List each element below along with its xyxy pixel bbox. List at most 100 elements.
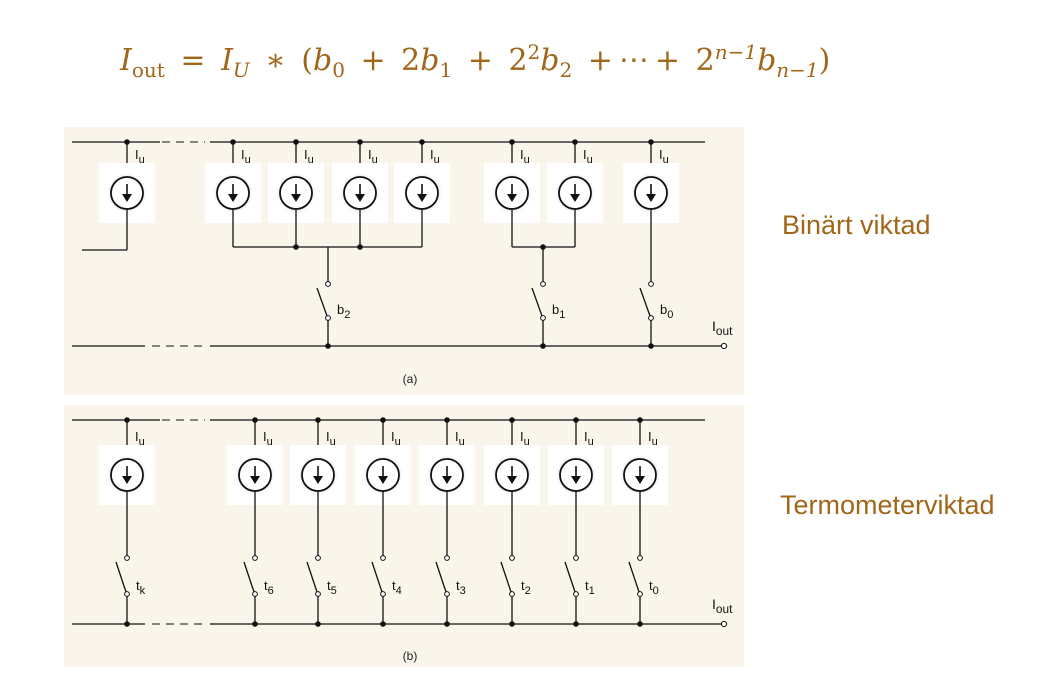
- switch-label: b1: [552, 302, 565, 321]
- source-label: Iu: [368, 147, 378, 166]
- junction-dot: [573, 621, 579, 627]
- caption-a: (a): [403, 372, 418, 386]
- junction-dot: [252, 621, 258, 627]
- arrow-down-icon: [646, 194, 656, 202]
- source-label: Iu: [430, 147, 440, 166]
- arrow-down-icon: [507, 476, 517, 484]
- arrow-down-icon: [228, 194, 238, 202]
- switch-label: t6: [264, 578, 274, 597]
- source-label: Iu: [304, 147, 314, 166]
- binary-weighted-circuit: Iout Iu Iu Iu Iu Iu b2 Iu Iu b1 Iu b0: [72, 139, 733, 350]
- switch-contact: [325, 315, 331, 321]
- switch-contact: [540, 281, 546, 287]
- output-terminal: [720, 620, 728, 628]
- source-label: Iu: [326, 429, 336, 448]
- junction-dot: [124, 621, 130, 627]
- switch-blade: [115, 561, 127, 593]
- switch-blade: [639, 287, 651, 317]
- junction-dot: [444, 621, 450, 627]
- switch-contact: [648, 315, 654, 321]
- junction-dot: [293, 244, 299, 250]
- switch-contact: [573, 591, 579, 597]
- arrow-down-icon: [355, 194, 365, 202]
- arrow-down-icon: [122, 476, 132, 484]
- source-label: Iu: [455, 429, 465, 448]
- arrow-down-icon: [313, 476, 323, 484]
- switch-contact: [252, 555, 258, 561]
- formula: Iout = IU ∗ (b0 + 2b1 + 22b2 + ⋯ + 2n−1bn−…: [120, 40, 831, 82]
- switch-contact: [637, 591, 643, 597]
- switch-contact: [380, 555, 386, 561]
- arrow-down-icon: [442, 476, 452, 484]
- switch-contact: [509, 555, 515, 561]
- switch-blade: [306, 561, 318, 593]
- output-terminal: [720, 342, 728, 350]
- junction-dot: [325, 343, 331, 349]
- panel-b: [64, 405, 744, 667]
- switch-blade: [628, 561, 640, 593]
- thermometer-weighted-label: Termometerviktad: [780, 490, 995, 520]
- thermometer-weighted-circuit: Iout Iu tk Iu t6 Iu t5 Iu t4 Iu t3 Iu t2 Iu t1 Iu t0: [72, 417, 733, 628]
- switch-label: b2: [337, 302, 350, 321]
- source-label: Iu: [584, 429, 594, 448]
- switch-contact: [444, 591, 450, 597]
- junction-dot: [380, 621, 386, 627]
- arrow-down-icon: [122, 194, 132, 202]
- switch-contact: [315, 555, 321, 561]
- switch-blade: [243, 561, 255, 593]
- junction-dot: [315, 621, 321, 627]
- source-label: Iu: [241, 147, 251, 166]
- binary-weighted-label: Binärt viktad: [782, 210, 931, 240]
- switch-contact: [444, 555, 450, 561]
- switch-label: tk: [136, 578, 146, 597]
- output-label: Iout: [712, 318, 733, 338]
- source-label: Iu: [135, 429, 145, 448]
- switch-contact: [573, 555, 579, 561]
- source-label: Iu: [263, 429, 273, 448]
- source-label: Iu: [648, 429, 658, 448]
- switch-contact: [325, 281, 331, 287]
- junction-dot: [648, 343, 654, 349]
- switch-label: t1: [585, 578, 595, 597]
- output-label: Iout: [712, 596, 733, 616]
- switch-contact: [540, 315, 546, 321]
- arrow-down-icon: [250, 476, 260, 484]
- arrow-down-icon: [378, 476, 388, 484]
- switch-blade: [435, 561, 447, 593]
- switch-label: t0: [649, 578, 659, 597]
- arrow-down-icon: [507, 194, 517, 202]
- source-label: Iu: [391, 429, 401, 448]
- junction-dot: [540, 343, 546, 349]
- junction-dot: [509, 621, 515, 627]
- switch-label: t4: [392, 578, 402, 597]
- switch-blade: [564, 561, 576, 593]
- switch-contact: [315, 591, 321, 597]
- switch-blade: [500, 561, 512, 593]
- switch-contact: [380, 591, 386, 597]
- switch-blade: [316, 287, 328, 317]
- switch-label: t5: [327, 578, 337, 597]
- switch-label: b0: [660, 302, 673, 321]
- arrow-down-icon: [571, 476, 581, 484]
- switch-contact: [252, 591, 258, 597]
- source-label: Iu: [520, 147, 530, 166]
- source-label: Iu: [520, 429, 530, 448]
- switch-contact: [637, 555, 643, 561]
- arrow-down-icon: [291, 194, 301, 202]
- switch-blade: [531, 287, 543, 317]
- switch-label: t2: [521, 578, 531, 597]
- source-label: Iu: [583, 147, 593, 166]
- junction-dot: [357, 244, 363, 250]
- source-label: Iu: [659, 147, 669, 166]
- switch-contact: [124, 555, 130, 561]
- junction-dot: [637, 621, 643, 627]
- caption-b: (b): [403, 649, 418, 663]
- arrow-down-icon: [417, 194, 427, 202]
- arrow-down-icon: [635, 476, 645, 484]
- switch-contact: [509, 591, 515, 597]
- arrow-down-icon: [570, 194, 580, 202]
- switch-label: t3: [456, 578, 466, 597]
- switch-contact: [648, 281, 654, 287]
- source-label: Iu: [135, 147, 145, 166]
